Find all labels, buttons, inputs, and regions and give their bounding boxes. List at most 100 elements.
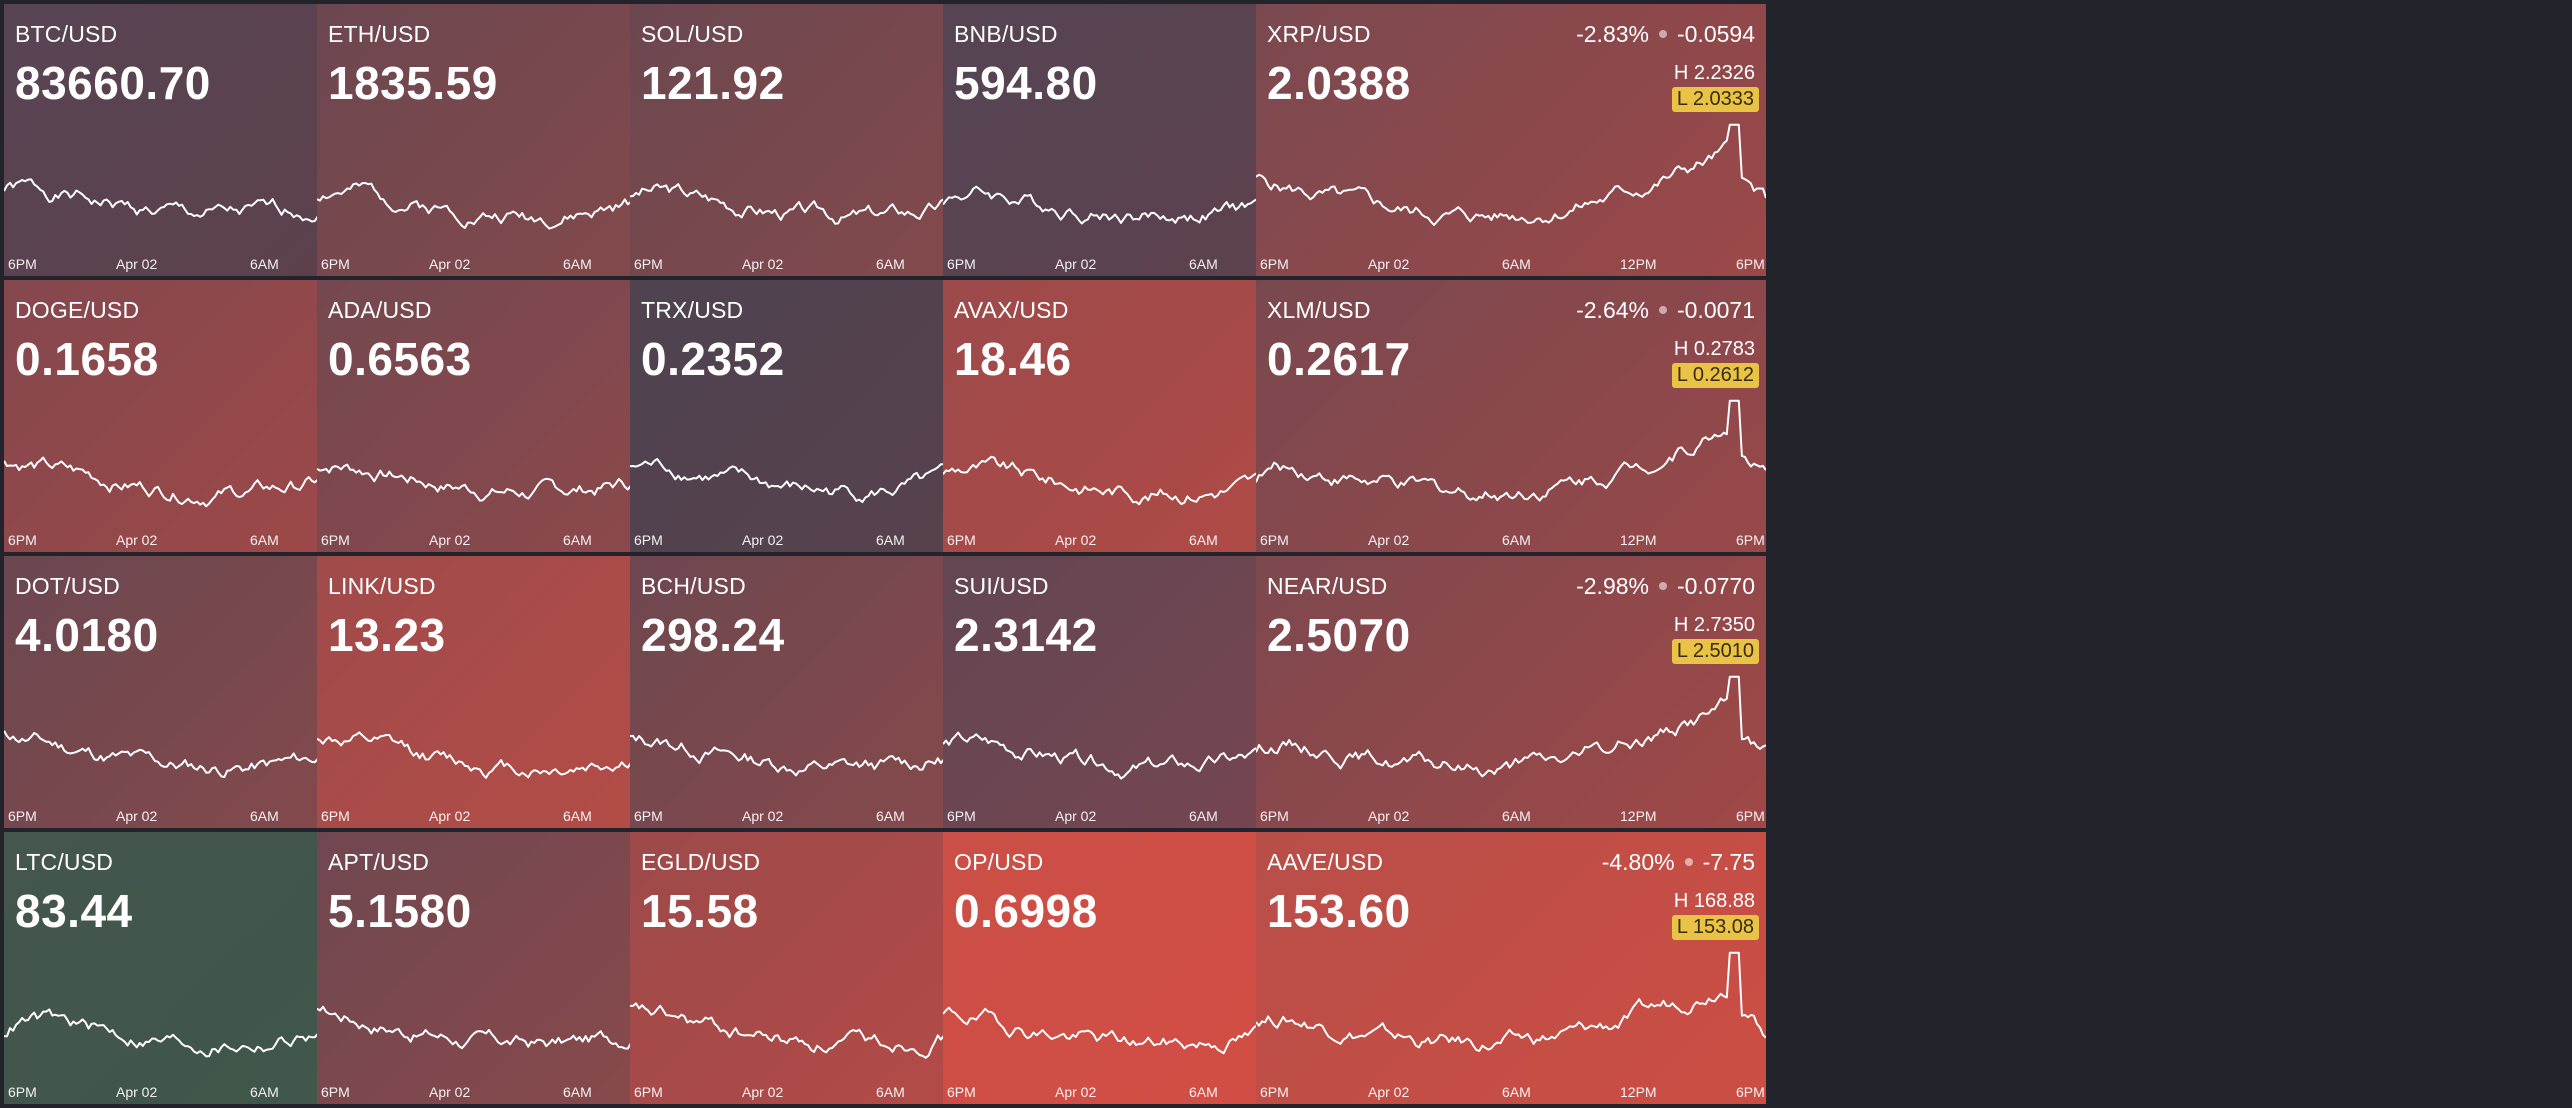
last-price: 0.2617 (1267, 333, 1411, 385)
time-axis-label: 6PM (8, 1084, 37, 1100)
sparkline-path (1256, 399, 1766, 502)
pair-label: LINK/USD (328, 573, 436, 599)
time-axis-label: 6PM (947, 1084, 976, 1100)
time-axis-label: 6AM (1502, 808, 1531, 824)
day-low: L 2.5010 (1671, 639, 1759, 664)
percent-change: -2.83% (1576, 21, 1649, 47)
time-axis-label: 6AM (563, 808, 592, 824)
time-axis-label: 6AM (1502, 532, 1531, 548)
sparkline-path (1256, 675, 1766, 778)
time-axis-label: 6AM (250, 808, 279, 824)
time-axis-label: Apr 02 (116, 532, 158, 548)
time-axis-label: Apr 02 (1055, 808, 1097, 824)
pair-label: XRP/USD (1267, 21, 1371, 47)
percent-change: -2.64% (1576, 297, 1649, 323)
pair-label: LTC/USD (15, 849, 114, 875)
time-axis-label: Apr 02 (742, 256, 784, 272)
percent-change: -4.80% (1601, 849, 1675, 875)
time-axis-label: Apr 02 (1368, 808, 1410, 824)
time-axis-label: 6AM (1502, 256, 1531, 272)
time-axis-label: 6PM (1260, 808, 1289, 824)
last-price: 18.46 (954, 333, 1072, 385)
day-low-value: 2.0333 (1692, 88, 1754, 110)
pair-label: OP/USD (954, 849, 1044, 875)
time-axis-label: 6PM (947, 532, 976, 548)
day-high: H 0.2783 (1673, 338, 1755, 360)
pair-label: NEAR/USD (1267, 573, 1388, 599)
ticker-tile[interactable]: XRP/USD -2.83% -0.0594 2.0388 H 2.2326 L 2.03… (1256, 4, 1766, 276)
time-axis-label: Apr 02 (429, 808, 471, 824)
time-axis-label: Apr 02 (116, 808, 158, 824)
last-price: 5.1580 (328, 885, 472, 937)
price-sparkline (1256, 123, 1766, 226)
day-high-value: 0.2783 (1693, 338, 1755, 360)
last-price: 0.6998 (954, 885, 1098, 937)
separator-dot (1658, 30, 1667, 38)
sparkline-path (1256, 951, 1766, 1052)
time-axis-label: 6AM (250, 1084, 279, 1100)
ticker-tile[interactable]: AAVE/USD -4.80% -7.75 153.60 H 168.88 L 153.0… (1256, 832, 1766, 1104)
absolute-change: -0.0770 (1676, 573, 1755, 599)
separator-dot (1684, 858, 1693, 866)
last-price: 15.58 (641, 885, 759, 937)
pair-label: BNB/USD (954, 21, 1058, 47)
time-axis-label: 6PM (1260, 532, 1289, 548)
price-sparkline (1256, 951, 1766, 1052)
time-axis-label: 6PM (321, 256, 350, 272)
pair-label: SOL/USD (641, 21, 744, 47)
day-low: L 0.2612 (1671, 363, 1759, 388)
last-price: 4.0180 (15, 609, 159, 661)
time-axis-label: 6PM (1736, 532, 1765, 548)
day-high-value: 2.7350 (1693, 614, 1755, 636)
time-axis-label: Apr 02 (1055, 1084, 1097, 1100)
change-group: -2.83% -0.0594 (1576, 19, 1755, 49)
day-low-value: 2.5010 (1692, 640, 1754, 662)
time-axis-label: 6AM (876, 532, 905, 548)
time-axis-label: 12PM (1620, 256, 1657, 272)
price-sparkline (1256, 399, 1766, 502)
time-axis-label: Apr 02 (429, 256, 471, 272)
time-axis-label: 6AM (1189, 532, 1218, 548)
time-axis-label: 6PM (8, 256, 37, 272)
time-axis-label: Apr 02 (429, 532, 471, 548)
time-axis-label: 6PM (634, 808, 663, 824)
time-axis-label: Apr 02 (742, 808, 784, 824)
time-axis-label: 6PM (634, 1084, 663, 1100)
time-axis-label: 6AM (876, 808, 905, 824)
day-low: L 2.0333 (1671, 87, 1759, 112)
time-axis-label: 12PM (1620, 808, 1657, 824)
day-high: H 2.7350 (1673, 614, 1755, 636)
ticker-tile[interactable]: NEAR/USD -2.98% -0.0770 2.5070 H 2.7350 L 2.5… (1256, 556, 1766, 828)
day-high: H 2.2326 (1673, 62, 1755, 84)
time-axis-label: 12PM (1620, 1084, 1657, 1100)
time-axis-label: 6AM (563, 256, 592, 272)
time-axis-label: 6PM (1260, 1084, 1289, 1100)
absolute-change: -0.0594 (1676, 21, 1755, 47)
pair-label: XLM/USD (1267, 297, 1371, 323)
day-high-value: 168.88 (1693, 890, 1755, 912)
pair-label: TRX/USD (641, 297, 744, 323)
time-axis-label: 6AM (563, 1084, 592, 1100)
last-price: 1835.59 (328, 57, 498, 109)
last-price: 0.6563 (328, 333, 472, 385)
time-axis-label: 6PM (8, 532, 37, 548)
last-price: 83.44 (15, 885, 133, 937)
ticker-tile[interactable]: XLM/USD -2.64% -0.0071 0.2617 H 0.2783 L 0.26… (1256, 280, 1766, 552)
change-group: -4.80% -7.75 (1602, 847, 1755, 877)
time-axis-label: 6AM (876, 256, 905, 272)
pair-label: BCH/USD (641, 573, 746, 599)
last-price: 2.5070 (1267, 609, 1411, 661)
time-axis-label: Apr 02 (116, 1084, 158, 1100)
pair-label: ETH/USD (328, 21, 431, 47)
last-price: 83660.70 (15, 57, 211, 109)
time-axis-label: 6AM (1189, 1084, 1218, 1100)
time-axis-label: 6PM (1260, 256, 1289, 272)
day-low-value: 0.2612 (1692, 364, 1754, 386)
time-axis-label: Apr 02 (429, 1084, 471, 1100)
time-axis-label: Apr 02 (1368, 532, 1410, 548)
pair-label: DOT/USD (15, 573, 120, 599)
last-price: 0.1658 (15, 333, 159, 385)
time-axis-label: 6PM (321, 808, 350, 824)
pair-label: DOGE/USD (15, 297, 140, 323)
